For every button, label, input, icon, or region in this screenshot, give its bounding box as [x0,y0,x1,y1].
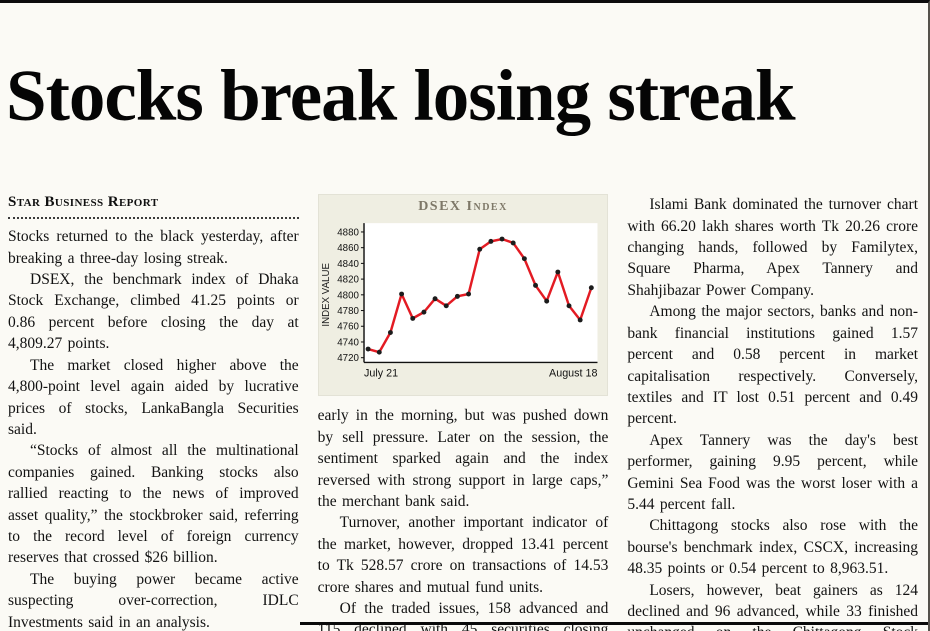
data-point-marker [521,256,527,262]
x-start-label: July 21 [364,368,398,380]
paragraph: Among the major sectors, banks and non-b… [627,303,919,428]
paragraph: Islami Bank dominated the turnover chart… [627,196,919,299]
y-axis-title: INDEX VALUE [321,263,332,327]
bottom-rule [300,622,928,625]
y-tick-label: 4840 [337,259,359,270]
data-point-marker [577,317,583,323]
article-columns: Star Business Report Stocks returned to … [0,186,928,631]
x-end-label: August 18 [549,368,597,380]
line-chart: 4880 4860 4840 4820 4800 4780 4760 4740 4720 July… [321,223,598,380]
byline: Star Business Report [8,194,159,211]
y-tick-label: 4880 [337,228,359,239]
column-2: DSEX Index 4880 4860 4840 4820 4800 4780 4760 4… [317,194,609,631]
data-point-marker [365,346,371,352]
data-point-marker [398,291,404,297]
data-point-marker [488,239,494,245]
data-point-marker [499,236,505,242]
data-point-marker [566,303,572,309]
data-point-marker [510,240,516,246]
paragraph: DSEX, the benchmark index of Dhaka Stock… [8,271,299,353]
data-point-marker [532,283,538,289]
paragraph: Turnover, another important indicator of… [317,514,609,596]
data-point-marker [421,309,427,315]
data-point-marker [476,247,482,252]
dotted-divider [8,213,299,220]
plot-area [363,223,598,363]
data-point-marker [432,296,438,302]
paragraph: Chittagong stocks also rose with the bou… [627,517,919,578]
y-tick-label: 4860 [337,243,359,254]
paragraph: The market closed higher above the 4,800… [8,356,299,438]
paragraph: Of the traded issues, 158 advanced and 1… [317,600,609,631]
y-tick-label: 4740 [337,338,359,349]
data-point-marker [543,298,549,304]
dsex-index-chart: DSEX Index 4880 4860 4840 4820 4800 4780 4760 4… [317,194,609,397]
y-tick-label: 4760 [337,322,359,333]
y-tick-label: 4800 [337,291,359,302]
data-point-marker [387,330,393,336]
column-3: Islami Bank dominated the turnover chart… [627,194,918,631]
paragraph: The buying power became active suspectin… [8,570,299,631]
data-point-marker [409,316,415,322]
data-point-marker [454,294,460,300]
paragraph: early in the morning, but was pushed dow… [317,407,609,511]
data-point-marker [376,349,382,355]
paragraph: Stocks returned to the black yesterday, … [8,228,299,267]
paragraph: “Stocks of almost all the multinational … [8,442,299,567]
y-tick-label: 4720 [337,353,359,364]
data-point-marker [588,285,594,291]
data-point-marker [555,269,560,275]
data-point-marker [443,303,449,309]
data-point-marker [465,291,471,297]
column-1: Star Business Report Stocks returned to … [8,194,299,631]
y-tick-label: 4780 [337,306,359,317]
page-title: Stocks break losing streak [6,54,796,136]
chart-title: DSEX Index [418,199,508,215]
paragraph: Losers, however, beat gainers as 124 dec… [627,581,919,631]
y-tick-label: 4820 [337,275,359,286]
paragraph: Apex Tannery was the day's best performe… [627,431,919,513]
